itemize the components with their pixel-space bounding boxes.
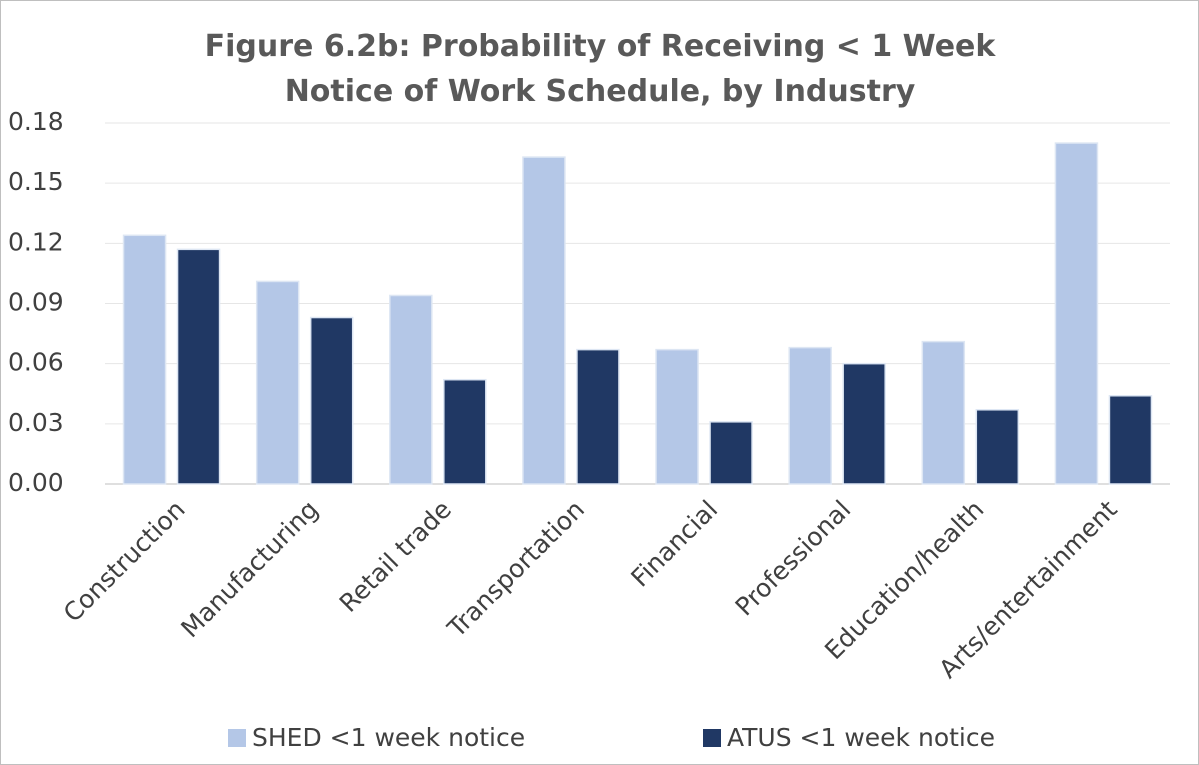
legend-swatch <box>703 729 721 747</box>
x-tick-label: Manufacturing <box>175 495 324 644</box>
chart-title: Figure 6.2b: Probability of Receiving < … <box>204 29 996 109</box>
y-tick-label: 0.18 <box>8 107 64 136</box>
bar <box>255 280 300 485</box>
y-tick-label: 0.09 <box>8 288 64 317</box>
bar <box>921 340 966 485</box>
bar <box>576 348 620 485</box>
x-tick-label: Professional <box>730 495 857 622</box>
bar <box>522 156 566 485</box>
y-tick-label: 0.15 <box>8 167 64 196</box>
bar <box>788 346 832 485</box>
bar <box>122 234 167 485</box>
bar <box>655 348 699 485</box>
legend-label: SHED <1 week notice <box>252 723 525 752</box>
y-tick-label: 0.12 <box>8 227 64 256</box>
y-tick-label: 0.00 <box>8 468 64 497</box>
x-tick-label: Financial <box>625 495 723 593</box>
bar <box>1108 395 1153 485</box>
x-tick-label: Construction <box>58 495 191 628</box>
bar <box>842 362 886 485</box>
y-tick-label: 0.06 <box>8 348 64 377</box>
bar <box>309 316 354 485</box>
legend-swatch <box>228 729 246 747</box>
bar <box>443 378 487 485</box>
y-tick-label: 0.03 <box>8 408 64 437</box>
bar <box>389 294 433 485</box>
bar <box>176 248 221 485</box>
x-tick-label: Transportation <box>441 495 590 644</box>
bar <box>975 409 1020 485</box>
x-tick-label: Retail trade <box>334 495 457 618</box>
legend-label: ATUS <1 week notice <box>727 723 995 752</box>
bar <box>1054 142 1099 485</box>
bar <box>709 421 753 485</box>
